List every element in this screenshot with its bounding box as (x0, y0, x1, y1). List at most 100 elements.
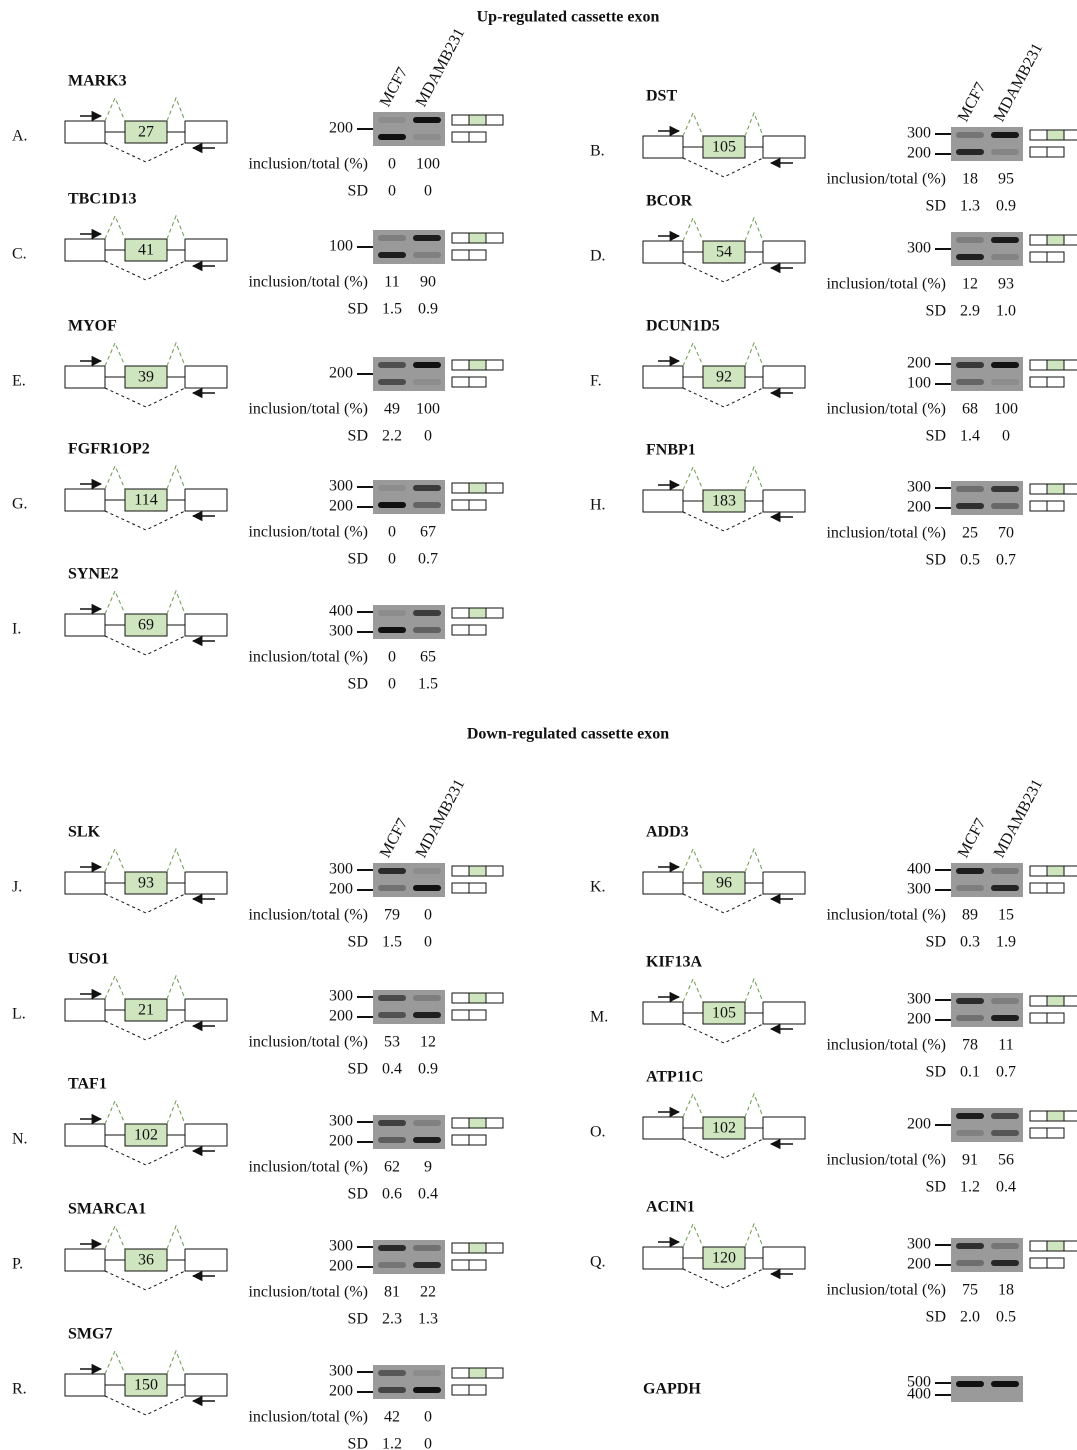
marker-label: 300 (329, 623, 353, 640)
exon-length: 114 (134, 492, 157, 509)
sd-value: 0 (424, 183, 432, 200)
sd-value: 0.7 (996, 552, 1016, 569)
splice-skipping (105, 636, 185, 655)
exon-length: 54 (716, 244, 732, 261)
inclusion-label: inclusion/total (%) (248, 401, 368, 418)
icon-box (452, 883, 469, 893)
splice-inclusion (105, 591, 185, 614)
icon-box (469, 1385, 486, 1395)
splice-inclusion (683, 467, 763, 490)
icon-exon (469, 1368, 486, 1378)
band-skipping (378, 502, 406, 508)
gene-name: SLK (68, 824, 101, 841)
sd-value: 0.5 (996, 1309, 1016, 1326)
sd-value: 1.2 (382, 1436, 402, 1450)
exon-box (185, 1124, 227, 1146)
band-skipping (991, 1260, 1019, 1266)
band-inclusion (991, 1381, 1019, 1387)
panel-letter: C. (12, 246, 27, 263)
inclusion-value: 89 (962, 907, 978, 924)
sd-value: 0.9 (418, 301, 438, 318)
splice-skipping (683, 263, 763, 282)
icon-exon (469, 360, 486, 370)
lane-label: MDAMB231 (991, 776, 1046, 860)
exon-box (643, 872, 683, 894)
band-skipping (378, 1137, 406, 1143)
exon-length: 150 (134, 1377, 158, 1394)
marker-label: 200 (329, 881, 353, 898)
splice-inclusion (683, 1094, 763, 1117)
band-skipping (378, 1387, 406, 1393)
panel-letter: D. (590, 248, 606, 265)
inclusion-value: 11 (384, 274, 399, 291)
marker-label: 200 (329, 1008, 353, 1025)
sd-label: SD (348, 301, 368, 318)
marker-label: 300 (907, 881, 931, 898)
exon-length: 36 (138, 1252, 154, 1269)
exon-length: 39 (138, 369, 154, 386)
exon-box (65, 872, 105, 894)
inclusion-label: inclusion/total (%) (826, 1282, 946, 1299)
sd-value: 0.7 (996, 1064, 1016, 1081)
gene-name: MARK3 (68, 73, 127, 90)
icon-box (452, 115, 469, 125)
band-inclusion (378, 995, 406, 1001)
inclusion-value: 12 (962, 276, 978, 293)
lane-label: MCF7 (377, 816, 412, 861)
gene-name: ATP11C (646, 1069, 703, 1086)
marker-label: 200 (329, 1133, 353, 1150)
sd-value: 2.9 (960, 303, 980, 320)
panel-letter: G. (12, 496, 28, 513)
sd-value: 0.4 (382, 1061, 402, 1078)
gene-name: MYOF (68, 318, 117, 335)
inclusion-value: 100 (416, 156, 440, 173)
inclusion-value: 91 (962, 1152, 978, 1169)
band-skipping (413, 379, 441, 385)
icon-box (486, 360, 503, 370)
splice-inclusion (105, 1226, 185, 1249)
page: {"lanes": ["MCF7", "MDAMB231"], "inclusi… (0, 0, 1077, 1450)
icon-box (452, 500, 469, 510)
band-inclusion (378, 610, 406, 616)
band-skipping (991, 885, 1019, 891)
gene-name: TAF1 (68, 1076, 107, 1093)
inclusion-value: 75 (962, 1282, 978, 1299)
icon-box (452, 360, 469, 370)
icon-box (452, 1368, 469, 1378)
icon-box (1030, 1111, 1047, 1121)
band-skipping (956, 379, 984, 385)
panel-letter: I. (12, 621, 21, 638)
icon-box (1064, 866, 1077, 876)
panel-letter: R. (12, 1381, 27, 1398)
exon-length: 120 (712, 1250, 736, 1267)
band-inclusion (956, 237, 984, 243)
lane-label: MCF7 (955, 816, 990, 861)
splice-skipping (105, 511, 185, 530)
sd-label: SD (926, 428, 946, 445)
exon-box (763, 490, 805, 512)
band-skipping (956, 1015, 984, 1021)
exon-box (65, 239, 105, 261)
icon-box (452, 993, 469, 1003)
sd-label: SD (348, 676, 368, 693)
icon-box (452, 483, 469, 493)
lane-label: MDAMB231 (413, 776, 468, 860)
marker-label: 300 (329, 478, 353, 495)
gene-name: DCUN1D5 (646, 318, 720, 335)
band-inclusion (378, 1245, 406, 1251)
splice-skipping (683, 1269, 763, 1288)
icon-box (452, 1118, 469, 1128)
marker-label: 300 (907, 479, 931, 496)
inclusion-value: 100 (994, 401, 1018, 418)
band-skipping (413, 134, 441, 140)
band-inclusion (956, 868, 984, 874)
gene-name: ACIN1 (646, 1199, 695, 1216)
band-inclusion (378, 117, 406, 123)
splice-inclusion (683, 343, 763, 366)
icon-box (1047, 501, 1064, 511)
inclusion-value: 9 (424, 1159, 432, 1176)
band-skipping (413, 1137, 441, 1143)
gene-name: USO1 (68, 951, 109, 968)
gene-name: TBC1D13 (68, 191, 136, 208)
inclusion-value: 18 (962, 171, 978, 188)
